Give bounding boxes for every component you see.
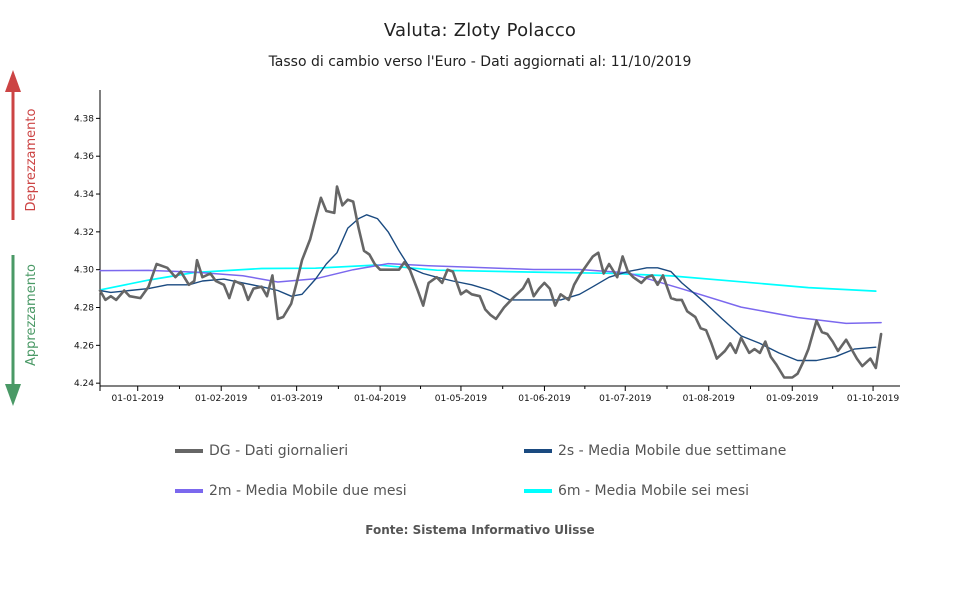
- x-tick-label: 01-04-2019: [354, 394, 407, 404]
- y-tick-label: 4.26: [74, 341, 94, 351]
- chart-subtitle: Tasso di cambio verso l'Euro - Dati aggi…: [268, 54, 692, 70]
- series-line-ma2m: [99, 262, 882, 325]
- legend-label-2m: 2m - Media Mobile due mesi: [209, 483, 407, 499]
- x-tick-label: 01-07-2019: [599, 394, 652, 404]
- legend-swatch-2m: [175, 489, 203, 493]
- legend-label-dg: DG - Dati giornalieri: [209, 443, 349, 459]
- x-tick-label: 01-09-2019: [766, 394, 819, 404]
- y-tick-label: 4.30: [74, 266, 94, 276]
- series-line-ma6m: [99, 264, 877, 292]
- legend-label-6m: 6m - Media Mobile sei mesi: [558, 483, 750, 499]
- depreciation-label: Deprezzamento: [24, 109, 39, 212]
- legend-item-6m: 6m - Media Mobile sei mesi: [524, 483, 749, 499]
- x-tick-label: 01-10-2019: [847, 394, 900, 404]
- legend-label-2s: 2s - Media Mobile due settimane: [558, 443, 787, 459]
- y-tick-label: 4.32: [74, 228, 94, 238]
- series-line-dg: [98, 185, 883, 379]
- series-line-ma2s: [99, 214, 877, 362]
- x-tick-label: 01-08-2019: [683, 394, 736, 404]
- y-tick-label: 4.34: [74, 190, 94, 200]
- appreciation-label: Apprezzamento: [24, 264, 39, 366]
- legend-item-dg: DG - Dati giornalieri: [175, 443, 348, 459]
- legend-swatch-dg: [175, 449, 203, 453]
- legend-swatch-2s: [524, 449, 552, 453]
- x-tick-label: 01-05-2019: [435, 394, 488, 404]
- y-tick-label: 4.28: [74, 304, 94, 314]
- appreciation-arrow-icon: [5, 255, 21, 406]
- chart-title: Valuta: Zloty Polacco: [383, 20, 577, 41]
- y-tick-label: 4.38: [74, 114, 94, 124]
- legend-item-2s: 2s - Media Mobile due settimane: [524, 443, 786, 459]
- x-tick-label: 01-06-2019: [518, 394, 571, 404]
- x-tick-label: 01-02-2019: [195, 394, 248, 404]
- axes: 4.24 4.26 4.28 4.30 4.32 4.34 4.36 4.38 01-01-20…: [74, 90, 900, 404]
- legend-item-2m: 2m - Media Mobile due mesi: [175, 483, 407, 499]
- legend-swatch-6m: [524, 489, 552, 493]
- source-note: Fonte: Sistema Informativo Ulisse: [365, 523, 595, 537]
- y-tick-label: 4.24: [74, 379, 94, 389]
- y-tick-label: 4.36: [74, 152, 94, 162]
- x-tick-label: 01-01-2019: [112, 394, 165, 404]
- series-layer: [98, 185, 883, 379]
- depreciation-arrow-icon: [5, 70, 21, 220]
- legend: DG - Dati giornalieri 2s - Media Mobile …: [0, 440, 960, 510]
- chart-canvas: Deprezzamento Apprezzamento 4.24 4.26 4.28…: [5, 70, 900, 406]
- x-tick-label: 01-03-2019: [270, 394, 323, 404]
